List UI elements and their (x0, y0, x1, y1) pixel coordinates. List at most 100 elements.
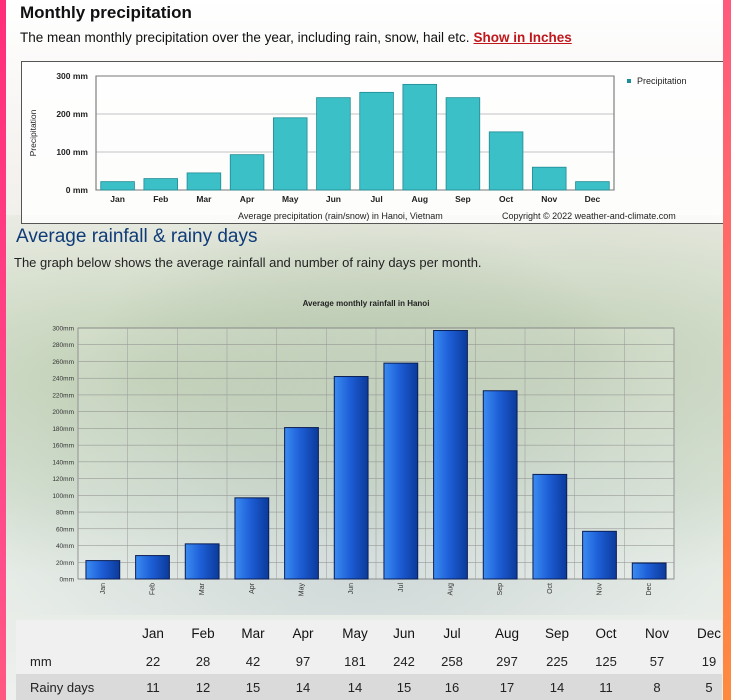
bar-apr (229, 154, 265, 191)
y-tick-label: 60mm (56, 526, 74, 533)
x-tick-label: Nov (541, 194, 557, 204)
bar-feb (143, 178, 178, 191)
x-tick-label: Sep (455, 194, 471, 204)
table-cell: 15 (245, 680, 261, 695)
chart-title: Average monthly rainfall in Hanoi (303, 299, 430, 308)
table-header-dec: Dec (696, 626, 721, 641)
x-tick-label: Sep (497, 583, 504, 596)
chart-caption: Average precipitation (rain/snow) in Han… (238, 211, 443, 221)
table-cell: 97 (295, 654, 311, 669)
table-header-mar: Mar (241, 626, 265, 641)
y-tick-label: 20mm (56, 560, 74, 567)
bar-dec (631, 562, 667, 580)
table-row-label: mm (30, 654, 52, 669)
x-tick-label: Feb (153, 194, 168, 204)
bar-sep (482, 390, 518, 580)
y-tick-label: 100mm (52, 493, 74, 500)
table-header-sep: Sep (544, 626, 570, 641)
bar-aug (402, 83, 437, 191)
bar-mar (184, 543, 220, 580)
bar-jan (100, 181, 135, 191)
x-tick-label: Jul (370, 194, 382, 204)
y-tick-label: 120mm (52, 476, 74, 483)
y-tick-label: 280mm (52, 342, 74, 349)
table-cell: 17 (499, 680, 515, 695)
x-tick-label: Aug (448, 583, 455, 596)
bar-aug (433, 330, 468, 580)
table-cell: 125 (595, 654, 617, 669)
y-tick-label: 160mm (52, 443, 74, 450)
x-tick-label: Jun (326, 194, 341, 204)
x-tick-label: Aug (411, 194, 428, 204)
table-cell: 15 (396, 680, 412, 695)
table-cell: 181 (344, 654, 366, 669)
bar-jun (316, 97, 351, 191)
bar-jun (333, 376, 369, 580)
x-tick-label: May (282, 194, 299, 204)
table-header-feb: Feb (191, 626, 215, 641)
bar-mar (186, 172, 222, 191)
bar-apr (234, 497, 270, 580)
table-cell: 11 (146, 680, 160, 695)
bar-nov (582, 530, 617, 580)
x-tick-label: Feb (150, 583, 157, 595)
y-tick-label: 220mm (52, 392, 74, 399)
y-tick-label: 260mm (52, 359, 74, 366)
table-cell: 242 (393, 654, 415, 669)
table-header-nov: Nov (644, 626, 669, 641)
table-header-may: May (342, 626, 368, 641)
precipitation-chart: 0 mm 100 mm 200 mm 300 mm Precipitation Jan Fe… (21, 61, 723, 224)
y-tick-label: 80mm (56, 510, 74, 517)
table-cell: 14 (347, 680, 363, 695)
x-tick-label: Oct (499, 194, 513, 204)
table-cell: 225 (546, 654, 568, 669)
table-cell: 42 (245, 654, 261, 669)
bar-feb (135, 555, 170, 580)
y-tick-label: 300 mm (56, 71, 88, 81)
rainfall-subtitle: The graph below shows the average rainfa… (14, 255, 482, 270)
y-tick-label: 0mm (60, 577, 74, 584)
legend-label: Precipitation (637, 76, 687, 86)
precipitation-subtitle-text: The mean monthly precipitation over the … (20, 30, 470, 45)
x-tick-label: Mar (199, 582, 206, 595)
x-tick-label: Apr (240, 194, 255, 204)
bar-oct (532, 473, 568, 580)
table-cell: 16 (444, 680, 460, 695)
table-cell: 19 (701, 654, 717, 669)
y-tick-label: 0 mm (66, 185, 89, 195)
show-in-inches-link[interactable]: Show in Inches (473, 30, 572, 45)
y-axis-label: Precipitation (28, 109, 38, 156)
x-tick-label: Apr (249, 582, 256, 594)
x-tick-label: Jul (398, 583, 405, 592)
x-tick-label: Jan (110, 194, 125, 204)
bar-sep (445, 97, 481, 191)
bar-oct (488, 131, 524, 191)
x-tick-label: Nov (597, 583, 604, 596)
table-header-jul: Jul (443, 626, 461, 641)
precipitation-chart-svg: 0 mm 100 mm 200 mm 300 mm Precipitation Jan Fe… (28, 71, 687, 221)
rainfall-chart-svg: Average monthly rainfall in Hanoi 0mm 20mm… (52, 299, 675, 596)
bar-may (273, 117, 308, 191)
y-tick-label: 240mm (52, 376, 74, 383)
table-header-jun: Jun (393, 626, 415, 641)
x-tick-label: Oct (547, 583, 554, 594)
table-header-oct: Oct (595, 626, 617, 641)
table-cell: 11 (599, 680, 613, 695)
table-header-row: Jan Feb Mar Apr May Jun Jul Aug Sep Oct Nov Dec (16, 626, 722, 652)
table-cell: 57 (649, 654, 665, 669)
bar-jul (359, 91, 394, 191)
x-tick-label: Jan (100, 583, 107, 594)
bar-nov (532, 166, 567, 191)
page-frame: Monthly precipitation The mean monthly p… (6, 0, 723, 700)
y-tick-label: 180mm (52, 426, 74, 433)
table-header-apr: Apr (292, 626, 314, 641)
precipitation-subtitle: The mean monthly precipitation over the … (20, 30, 572, 45)
y-tick-label: 100 mm (56, 147, 88, 157)
rainfall-chart: Average monthly rainfall in Hanoi 0mm 20mm… (16, 292, 716, 610)
rainfall-title: Average rainfall & rainy days (16, 226, 258, 247)
table-cell: 12 (195, 680, 211, 695)
y-tick-label: 200 mm (56, 109, 88, 119)
table-cell: 22 (145, 654, 161, 669)
x-tick-label: Dec (646, 583, 653, 596)
legend-swatch (627, 79, 631, 83)
